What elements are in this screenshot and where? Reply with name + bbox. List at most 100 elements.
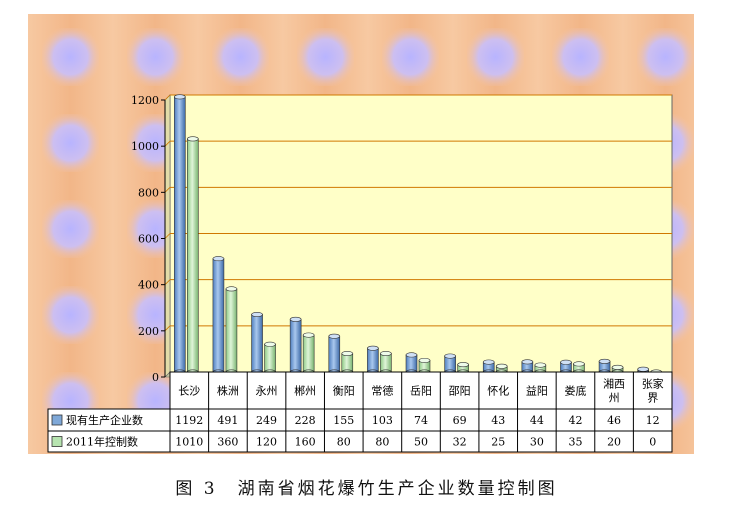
- bar-13-series1-cap: [637, 366, 649, 372]
- bar-4-series2: [302, 332, 315, 375]
- bar-3-series2-cap: [264, 341, 276, 347]
- data-label-series1: 103: [372, 414, 393, 427]
- data-label-series2: 0: [649, 436, 656, 449]
- data-label-series1: 44: [530, 414, 544, 427]
- bar-3-series2: [264, 341, 276, 375]
- data-label-series2: 35: [568, 436, 582, 449]
- data-label-series1: 69: [453, 414, 467, 427]
- legend-label-series1: 现有生产企业数: [66, 413, 143, 427]
- bar-1-series2-body: [187, 138, 199, 373]
- data-label-series2: 32: [453, 436, 467, 449]
- bar-2-series2: [225, 286, 238, 375]
- category-label: 岳阳: [410, 385, 432, 398]
- bar-3-series2-body: [264, 343, 276, 373]
- data-label-series2: 80: [337, 436, 351, 449]
- legend-key-series2: [51, 436, 63, 447]
- gridline-depth: [164, 233, 171, 239]
- category-label: 界: [647, 392, 658, 405]
- data-label-series1: 74: [414, 414, 428, 427]
- bar-3-series1-cap: [251, 312, 263, 318]
- bar-5-series1: [328, 333, 341, 375]
- bar-11-series1-cap: [560, 359, 572, 365]
- bar-5-series2-cap: [341, 351, 354, 357]
- bar-7-series2-cap: [418, 357, 431, 363]
- bar-5-series1-cap: [328, 333, 341, 339]
- bar-4-series1-body: [289, 319, 302, 373]
- bar-6-series2-body: [380, 353, 392, 373]
- data-label-series2: 50: [414, 436, 428, 449]
- bar-1-series2: [187, 136, 199, 375]
- bar-10-series1-cap: [521, 359, 534, 365]
- category-label: 永州: [256, 384, 278, 398]
- bar-4-series1: [289, 316, 302, 375]
- bar-6-series1-body: [367, 347, 379, 373]
- bar-5-series1-body: [328, 335, 341, 373]
- figure-caption: 图 3 湖南省烟花爆竹生产企业数量控制图: [175, 479, 558, 499]
- data-label-series1: 12: [646, 414, 660, 427]
- y-tick-label: 1000: [131, 140, 159, 153]
- y-tick-label: 800: [138, 186, 159, 199]
- category-label: 郴州: [294, 384, 316, 398]
- category-label: 邵阳: [449, 385, 471, 398]
- bar-4-series2-body: [302, 334, 315, 373]
- category-label: 株洲: [217, 384, 239, 398]
- bar-3-series1: [251, 312, 263, 375]
- y-tick-label: 600: [138, 233, 159, 246]
- bar-8-series2-cap: [457, 362, 469, 368]
- gridline-depth: [164, 187, 171, 193]
- data-label-series1: 249: [256, 414, 277, 427]
- bar-4-series2-cap: [302, 332, 315, 338]
- bar-3-series1-body: [251, 314, 263, 373]
- bar-12-series1-cap: [598, 358, 611, 364]
- bar-6-series2-cap: [380, 351, 392, 357]
- y-tick-label: 200: [138, 325, 159, 338]
- bar-7-series1-cap: [405, 352, 418, 358]
- bar-1-series1-cap: [174, 94, 186, 100]
- data-label-series2: 360: [217, 436, 238, 449]
- data-label-series2: 25: [491, 436, 505, 449]
- bar-1-series2-cap: [187, 136, 199, 142]
- data-label-series2: 80: [375, 436, 389, 449]
- bar-6-series2: [380, 351, 392, 375]
- category-label: 娄底: [564, 384, 586, 398]
- bar-6-series1: [367, 345, 379, 375]
- bar-2-series1-cap: [212, 256, 225, 262]
- data-label-series1: 42: [568, 414, 582, 427]
- bar-9-series2-cap: [495, 363, 508, 369]
- category-label: 张家: [642, 377, 664, 391]
- bar-2-series1: [212, 256, 225, 375]
- category-label: 常德: [371, 384, 393, 398]
- data-label-series1: 228: [295, 414, 316, 427]
- bar-1-series1: [174, 94, 186, 375]
- gridline-depth: [164, 140, 171, 147]
- bar-9-series1-cap: [482, 359, 495, 365]
- legend-label-series2: 2011年控制数: [66, 435, 138, 449]
- data-label-series1: 43: [491, 414, 505, 427]
- gridline-depth: [164, 325, 171, 332]
- data-label-series1: 46: [607, 414, 621, 427]
- bar-2-series1-body: [212, 258, 225, 373]
- category-label: 湘西: [603, 377, 625, 391]
- category-label: 益阳: [526, 384, 548, 398]
- bar-8-series1-cap: [444, 353, 456, 359]
- category-label: 州: [609, 392, 620, 405]
- y-tick-label: 400: [138, 279, 159, 292]
- bar-2-series2-body: [225, 288, 238, 373]
- y-tick-label: 1200: [131, 94, 159, 107]
- data-label-series2: 1010: [175, 436, 203, 449]
- legend-key-series1: [51, 414, 63, 426]
- data-label-series2: 160: [295, 436, 316, 449]
- bar-4-series1-cap: [289, 316, 302, 322]
- data-label-series2: 30: [530, 436, 544, 449]
- category-label: 长沙: [178, 385, 200, 398]
- y-axis: 0 200 400 600 800 1000 1200: [131, 94, 166, 384]
- y-tick-label: 0: [152, 371, 159, 384]
- data-label-series2: 20: [607, 436, 621, 449]
- bar-10-series2-cap: [534, 362, 547, 368]
- table-header-row: [169, 371, 673, 410]
- data-label-series1: 1192: [175, 414, 203, 427]
- bar-1-series1-body: [174, 96, 186, 373]
- bar-7-series1-body: [405, 354, 418, 373]
